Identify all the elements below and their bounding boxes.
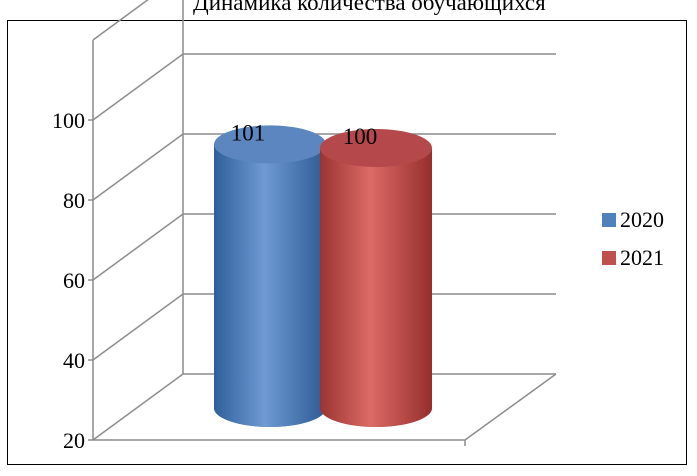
y-tick-label: 40 [63, 348, 85, 373]
bar-top [320, 129, 432, 167]
legend-swatch [602, 251, 616, 265]
legend-item: 2020 [602, 208, 664, 232]
bar-layer [214, 125, 432, 427]
legend: 2020 2021 [602, 208, 664, 284]
legend-item: 2021 [602, 246, 664, 270]
data-label-layer: 101 100 [231, 120, 378, 149]
bar-body [320, 148, 432, 427]
chart-title: Динамика количества обучающихся [193, 0, 546, 15]
data-label: 101 [231, 120, 266, 145]
bar-body [214, 144, 326, 427]
tick-label-layer: 20 40 60 80 100 [52, 108, 85, 453]
gridline [92, 0, 149, 41]
y-tick-label: 20 [63, 428, 85, 453]
y-tick-label: 60 [63, 268, 85, 293]
bar-series-2020 [214, 125, 326, 427]
axis-layer [88, 0, 557, 446]
y-tick-label: 80 [63, 188, 85, 213]
y-tick-label: 100 [52, 108, 85, 133]
legend-label: 2020 [620, 207, 664, 232]
bar-series-2021 [320, 129, 432, 427]
legend-swatch [602, 213, 616, 227]
bar-top [214, 125, 326, 164]
legend-label: 2021 [620, 245, 664, 270]
gridline [92, 53, 556, 121]
data-label: 100 [343, 124, 378, 149]
